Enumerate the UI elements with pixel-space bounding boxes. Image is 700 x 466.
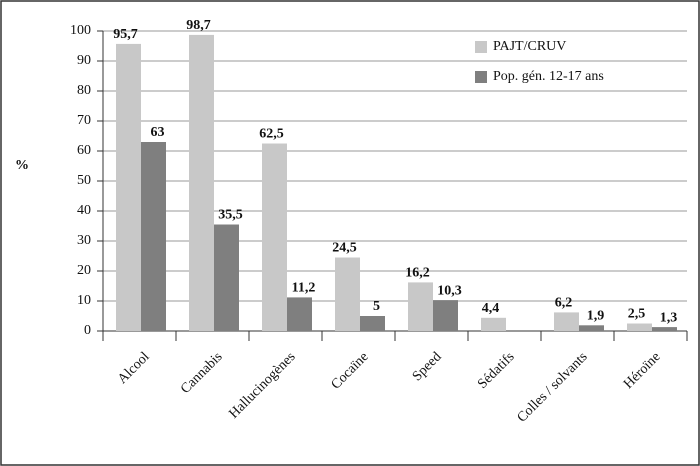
bar [554, 312, 579, 331]
bar [141, 142, 166, 331]
bar [189, 34, 214, 332]
value-label: 2,5 [628, 307, 646, 322]
value-label: 16,2 [405, 266, 430, 281]
bar [433, 300, 458, 331]
y-tick-label: 30 [77, 233, 91, 248]
y-tick-label: 100 [70, 23, 91, 38]
bar [408, 282, 433, 331]
bar [214, 224, 239, 331]
y-tick-label: 0 [84, 323, 91, 338]
value-label: 10,3 [437, 283, 462, 298]
y-tick-label: 90 [77, 53, 91, 68]
y-tick-label: 70 [77, 113, 91, 128]
value-label: 95,7 [113, 27, 138, 42]
value-label: 35,5 [218, 208, 243, 223]
bar [360, 316, 385, 331]
bar [481, 317, 506, 331]
bar [262, 143, 287, 331]
value-label: 1,3 [660, 310, 678, 325]
bar [287, 297, 312, 331]
legend-swatch [475, 71, 487, 83]
value-label: 11,2 [292, 281, 316, 296]
value-label: 63 [151, 125, 165, 140]
legend-label: Pop. gén. 12-17 ans [493, 69, 604, 84]
legend-label: PAJT/CRUV [493, 39, 566, 54]
value-label: 62,5 [259, 127, 284, 142]
y-tick-label: 50 [77, 173, 91, 188]
value-label: 24,5 [332, 241, 357, 256]
value-label: 1,9 [587, 309, 605, 324]
y-tick-label: 40 [77, 203, 91, 218]
y-tick-label: 60 [77, 143, 91, 158]
value-label: 98,7 [186, 18, 211, 33]
y-tick-label: 10 [77, 293, 91, 308]
value-label: 6,2 [555, 296, 573, 311]
y-tick-label: 80 [77, 83, 91, 98]
bar [116, 43, 141, 332]
y-tick-label: 20 [77, 263, 91, 278]
bar [652, 327, 677, 331]
bar [579, 325, 604, 331]
bar [627, 323, 652, 331]
bar [335, 257, 360, 331]
value-label: 5 [373, 299, 380, 314]
legend-swatch [475, 41, 487, 53]
value-label: 4,4 [482, 301, 500, 316]
y-axis-label: % [15, 158, 29, 173]
